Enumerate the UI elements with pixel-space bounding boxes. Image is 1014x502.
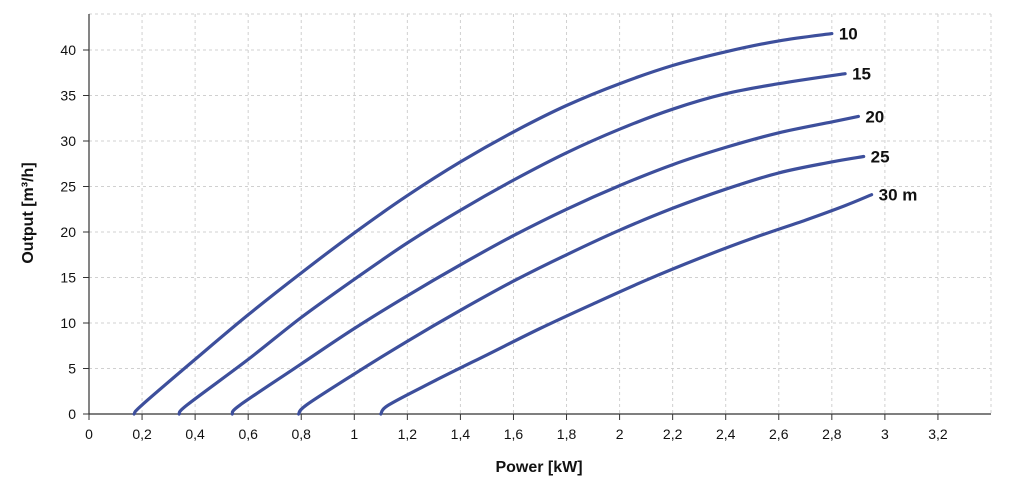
series-label-15: 15 bbox=[852, 65, 871, 84]
y-tick-label: 25 bbox=[60, 179, 76, 195]
series-label-25: 25 bbox=[871, 147, 890, 166]
series-label-10: 10 bbox=[839, 25, 858, 44]
series-line-15 bbox=[177, 72, 847, 416]
y-tick-label: 10 bbox=[60, 315, 76, 331]
series-line-25 bbox=[297, 154, 866, 416]
x-tick-label: 0,2 bbox=[132, 426, 152, 442]
x-tick-label: 2 bbox=[616, 426, 624, 442]
x-axis-title: Power [kW] bbox=[495, 459, 582, 476]
x-tick-label: 1,8 bbox=[557, 426, 577, 442]
x-tick-label: 2,8 bbox=[822, 426, 842, 442]
x-tick-label: 2,2 bbox=[663, 426, 683, 442]
series-line-10 bbox=[132, 32, 834, 416]
series-label-20: 20 bbox=[865, 107, 884, 126]
series-label-30m: 30 m bbox=[879, 186, 918, 205]
y-axis-title: Output [m³/h] bbox=[20, 162, 37, 263]
y-tick-label: 0 bbox=[68, 406, 76, 422]
x-tick-label: 3,2 bbox=[928, 426, 948, 442]
x-tick-label: 2,6 bbox=[769, 426, 789, 442]
y-tick-label: 5 bbox=[68, 361, 76, 377]
x-tick-label: 3 bbox=[881, 426, 889, 442]
x-tick-label: 1 bbox=[350, 426, 358, 442]
y-tick-label: 40 bbox=[60, 42, 76, 58]
y-tick-label: 35 bbox=[60, 88, 76, 104]
x-tick-label: 2,4 bbox=[716, 426, 736, 442]
y-tick-label: 20 bbox=[60, 224, 76, 240]
x-tick-label: 1,4 bbox=[451, 426, 471, 442]
x-tick-label: 0 bbox=[85, 426, 93, 442]
x-tick-label: 0,8 bbox=[292, 426, 312, 442]
grid bbox=[89, 13, 992, 414]
y-tick-label: 15 bbox=[60, 270, 76, 286]
x-tick-label: 0,4 bbox=[185, 426, 205, 442]
axes: 0 0,2 0,4 0,6 0,8 1 1,2 1,4 1,6 1,8 2 2,2 2,4 2,6 2,8 3… bbox=[60, 14, 991, 442]
series-line-30m bbox=[379, 193, 874, 416]
x-tick-label: 1,2 bbox=[398, 426, 418, 442]
series-labels: 10 15 20 25 30 m bbox=[839, 25, 918, 205]
series-lines bbox=[132, 32, 874, 416]
series-line-20 bbox=[230, 114, 860, 416]
x-tick-label: 0,6 bbox=[238, 426, 258, 442]
y-tick-label: 30 bbox=[60, 133, 76, 149]
x-tick-label: 1,6 bbox=[504, 426, 524, 442]
